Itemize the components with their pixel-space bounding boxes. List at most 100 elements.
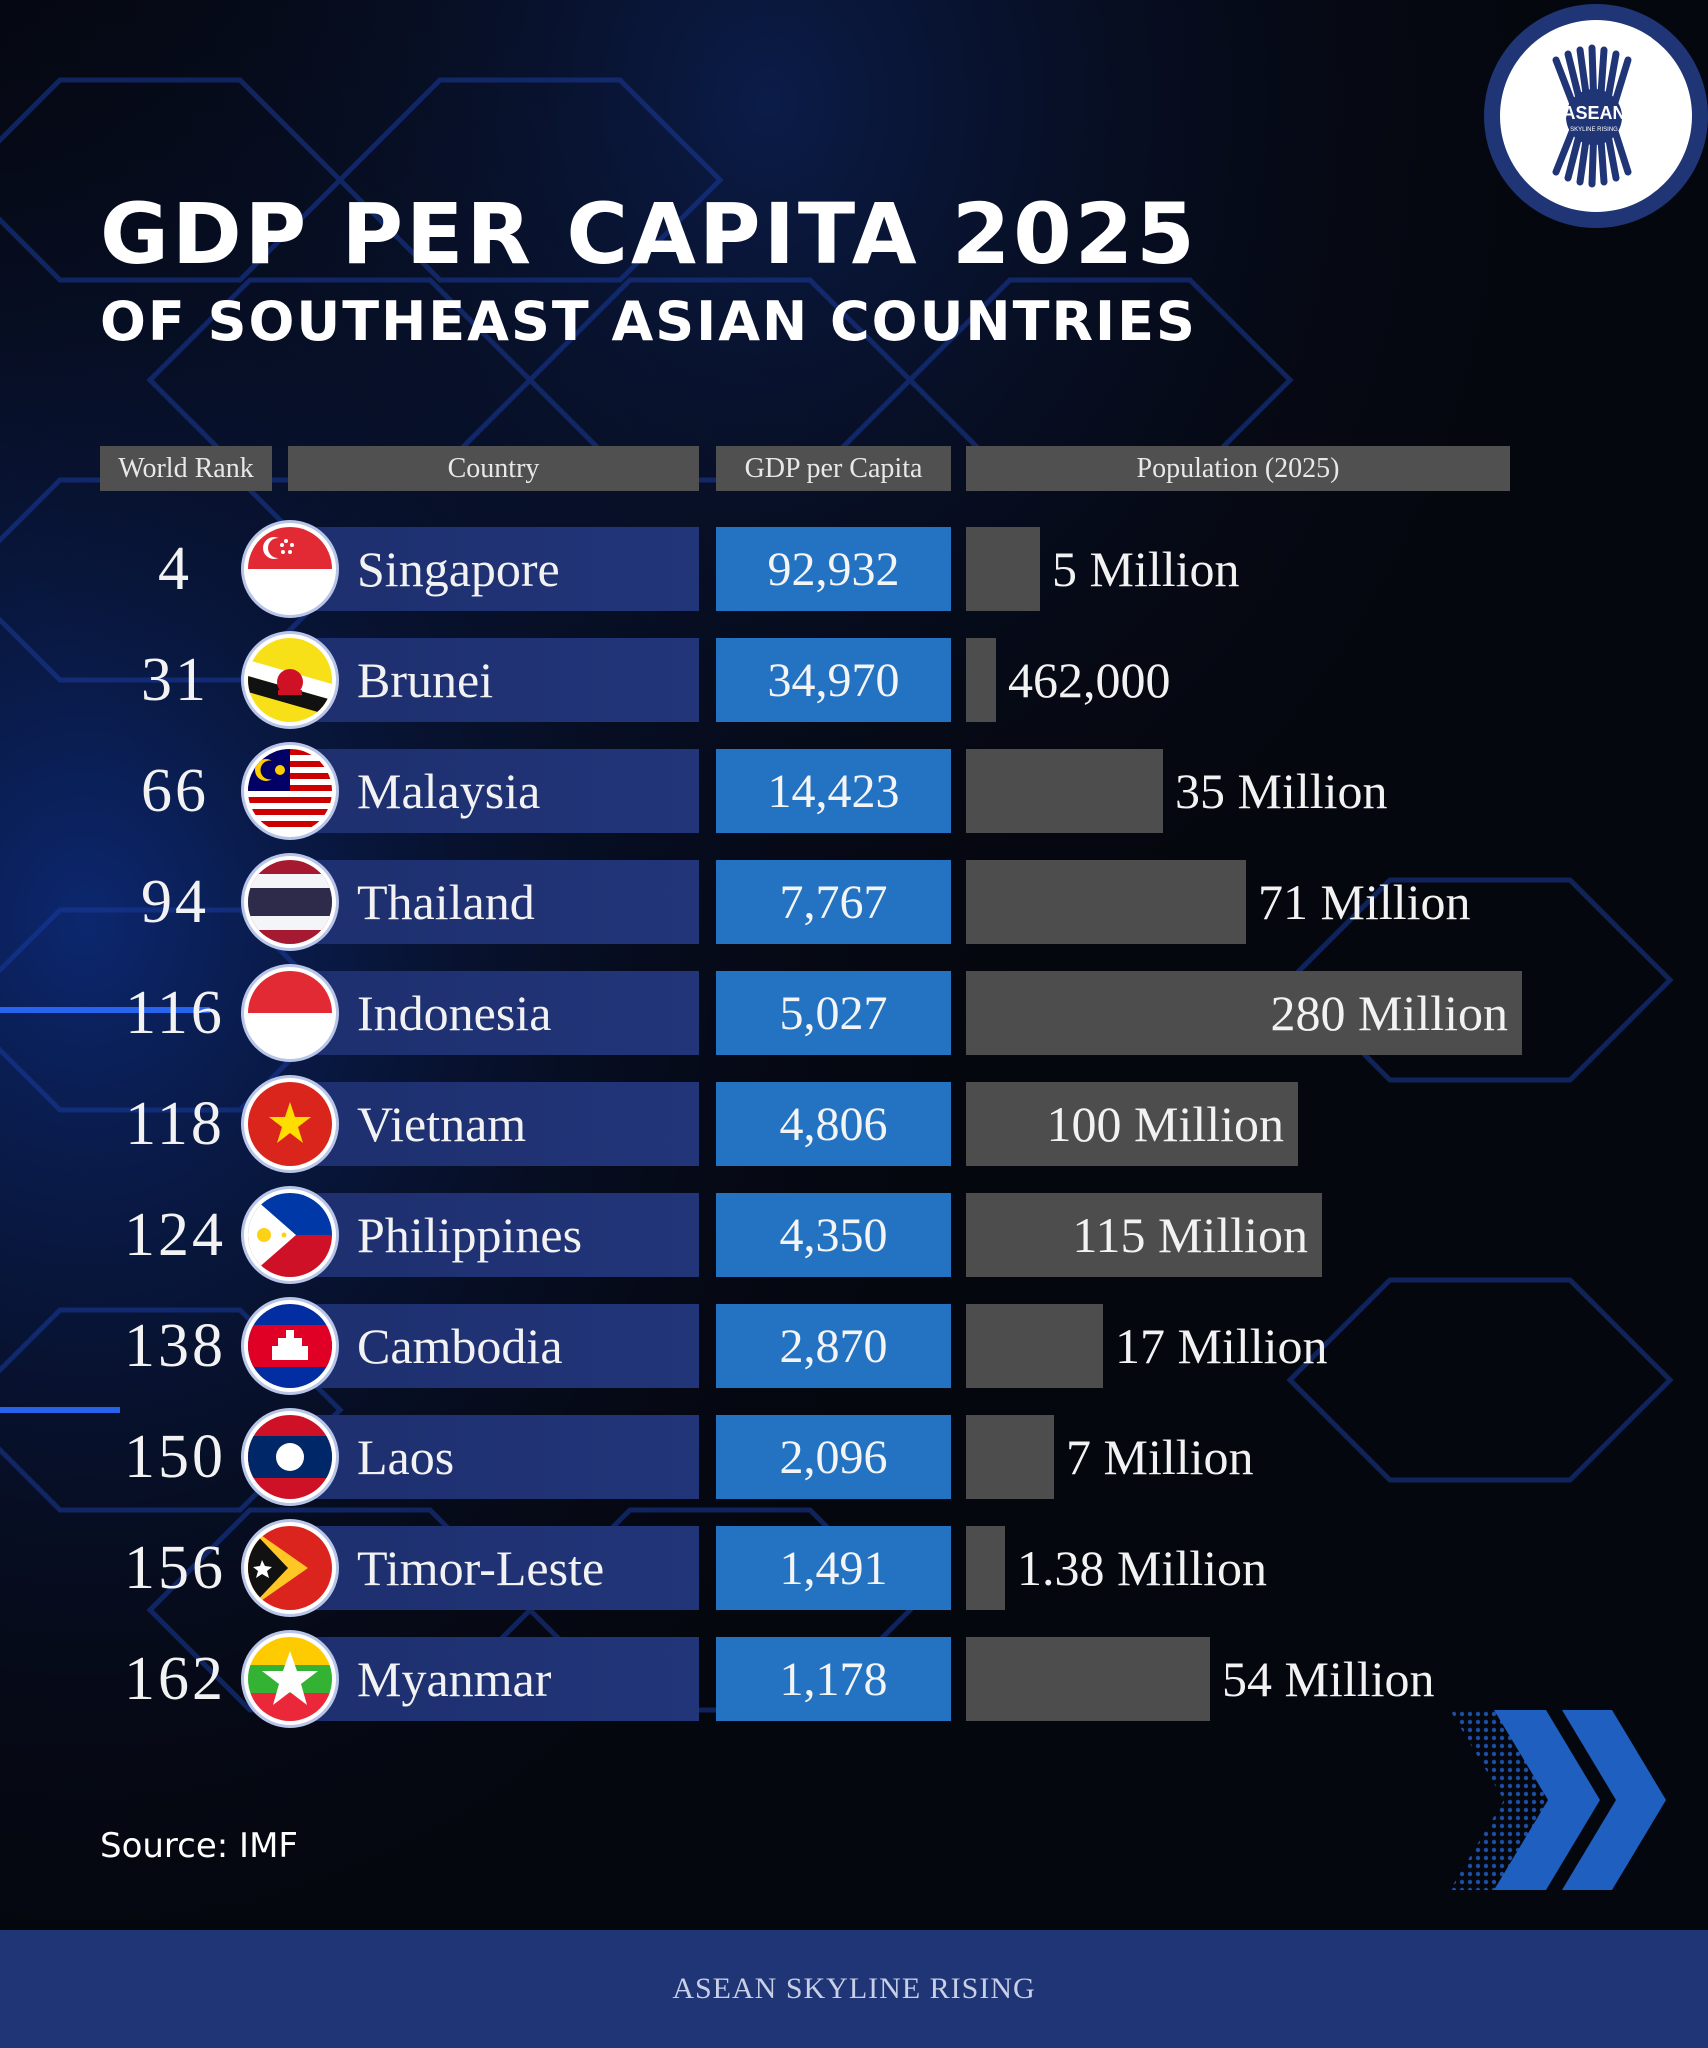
population-label: 54 Million (1222, 1651, 1435, 1707)
population-bar (966, 1526, 1005, 1610)
country-bar (300, 860, 699, 944)
gdp-value: 1,178 (716, 1637, 951, 1721)
population-bar (966, 1082, 1298, 1166)
country-name: Vietnam (357, 1096, 527, 1152)
population-bar (966, 1415, 1054, 1499)
gdp-value: 7,767 (716, 860, 951, 944)
malaysia-flag-icon (248, 749, 332, 833)
logo-text: ASEAN (1562, 103, 1625, 123)
gdp-value: 34,970 (716, 638, 951, 722)
gdp-value: 1,491 (716, 1526, 951, 1610)
table-row: 94 Thailand 7,767 71 Million (0, 859, 1708, 945)
logo-subtext: SKYLINE RISING (1570, 127, 1618, 133)
population-label: 7 Million (1066, 1429, 1254, 1485)
footer-text: ASEAN SKYLINE RISING (672, 1972, 1036, 2005)
country-bar (300, 1526, 699, 1610)
population-label: 115 Million (1072, 1207, 1308, 1263)
rank-value: 116 (125, 978, 225, 1047)
country-name: Thailand (357, 874, 535, 930)
table-row: 138 Cambodia 2,870 17 Million (0, 1303, 1708, 1389)
philippines-flag-icon (248, 1193, 332, 1277)
table-row: 124 Philippines 4,350 115 Million (0, 1192, 1708, 1278)
country-bar (300, 1193, 699, 1277)
header-gdp-per-capita: GDP per Capita (716, 446, 951, 491)
population-bar (966, 860, 1246, 944)
country-bar (300, 1304, 699, 1388)
population-bar (966, 749, 1163, 833)
population-label: 71 Million (1258, 874, 1471, 930)
population-bar (966, 1193, 1322, 1277)
rank-value: 4 (158, 534, 192, 603)
country-name: Myanmar (357, 1651, 552, 1707)
table-row: 31 Brunei 34,970 462,000 (0, 637, 1708, 723)
page-subtitle: OF SOUTHEAST ASIAN COUNTRIES (100, 290, 1197, 353)
population-label: 280 Million (1270, 985, 1508, 1041)
country-name: Indonesia (357, 985, 552, 1041)
page-title: GDP PER CAPITA 2025 (100, 185, 1198, 283)
population-label: 100 Million (1046, 1096, 1284, 1152)
country-bar (300, 638, 699, 722)
chevron-right-icon (1450, 1710, 1666, 1890)
population-bar (966, 638, 996, 722)
timor-leste-flag-icon (248, 1526, 332, 1610)
thailand-flag-icon (248, 860, 332, 944)
indonesia-flag-icon (248, 971, 332, 1055)
country-bar (300, 971, 699, 1055)
rank-value: 31 (141, 645, 209, 714)
rank-value: 162 (124, 1644, 226, 1713)
country-name: Laos (357, 1429, 455, 1485)
gdp-value: 92,932 (716, 527, 951, 611)
gdp-value: 2,870 (716, 1304, 951, 1388)
table-row: 162 Myanmar 1,178 54 Million (0, 1636, 1708, 1722)
table-row: 4 Singapore 92,932 5 Million (0, 526, 1708, 612)
country-name: Cambodia (357, 1318, 563, 1374)
country-bar (300, 1082, 699, 1166)
population-label: 5 Million (1052, 541, 1240, 597)
singapore-flag-icon (248, 527, 332, 611)
table-row: 118 Vietnam 4,806 100 Million (0, 1081, 1708, 1167)
rank-value: 94 (141, 867, 209, 936)
footer-banner: ASEAN SKYLINE RISING (0, 1930, 1708, 2048)
population-bar (966, 1304, 1103, 1388)
rank-value: 156 (124, 1533, 226, 1602)
country-name: Singapore (357, 541, 560, 597)
gdp-value: 4,806 (716, 1082, 951, 1166)
gdp-value: 4,350 (716, 1193, 951, 1277)
table-row: 156 Timor-Leste 1,491 1.38 Million (0, 1525, 1708, 1611)
header-population: Population (2025) (966, 446, 1510, 491)
country-name: Timor-Leste (357, 1540, 605, 1596)
country-bar (300, 1637, 699, 1721)
population-label: 1.38 Million (1017, 1540, 1268, 1596)
asean-logo: ASEAN SKYLINE RISING (1484, 4, 1708, 228)
header-world-rank: World Rank (100, 446, 272, 491)
header-country: Country (288, 446, 699, 491)
rank-value: 124 (124, 1200, 226, 1269)
myanmar-flag-icon (248, 1637, 332, 1721)
population-bar (966, 971, 1522, 1055)
rank-value: 138 (124, 1311, 226, 1380)
table-row: 150 Laos 2,096 7 Million (0, 1414, 1708, 1500)
source-note: Source: IMF (100, 1826, 298, 1866)
brunei-flag-icon (248, 638, 332, 722)
country-bar (300, 527, 699, 611)
country-name: Philippines (357, 1207, 583, 1263)
cambodia-flag-icon (248, 1304, 332, 1388)
population-bar (966, 1637, 1210, 1721)
country-name: Malaysia (357, 763, 541, 819)
laos-flag-icon (248, 1415, 332, 1499)
rank-value: 118 (125, 1089, 225, 1158)
table-row: 116 Indonesia 5,027 280 Million (0, 970, 1708, 1056)
population-label: 17 Million (1115, 1318, 1328, 1374)
gdp-value: 5,027 (716, 971, 951, 1055)
country-bar (300, 749, 699, 833)
table-row: 66 Malaysia 14,423 35 Million (0, 748, 1708, 834)
country-name: Brunei (357, 652, 494, 708)
rank-value: 150 (124, 1422, 226, 1491)
country-bar (300, 1415, 699, 1499)
vietnam-flag-icon (248, 1082, 332, 1166)
population-label: 462,000 (1008, 652, 1171, 708)
gdp-value: 2,096 (716, 1415, 951, 1499)
population-bar (966, 527, 1040, 611)
rank-value: 66 (141, 756, 209, 825)
population-label: 35 Million (1175, 763, 1388, 819)
